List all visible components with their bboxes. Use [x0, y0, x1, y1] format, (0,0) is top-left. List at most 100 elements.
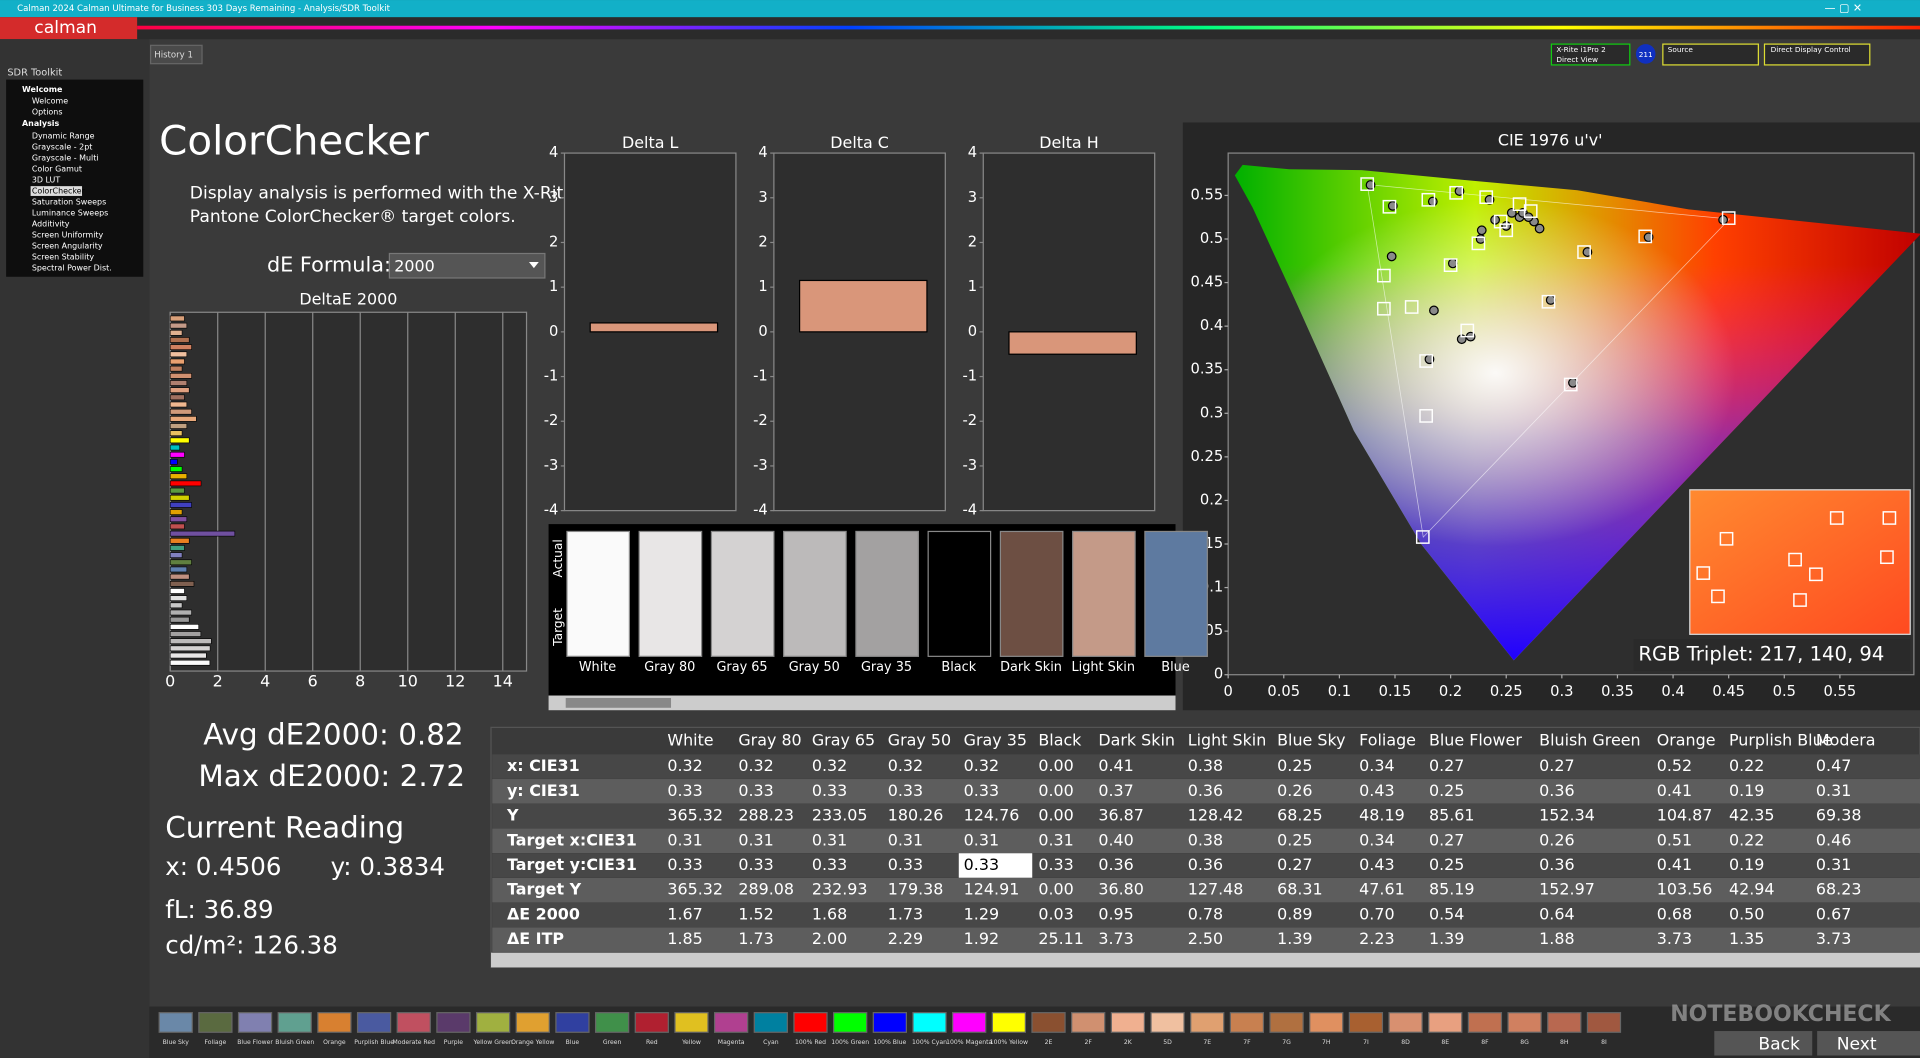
y-tick-label: -3	[544, 457, 559, 474]
tree-item[interactable]: Screen Angularity	[32, 242, 103, 251]
cell: 0.19	[1729, 855, 1764, 874]
strip-swatch[interactable]	[713, 1012, 749, 1033]
strip-swatch[interactable]	[634, 1012, 669, 1033]
column-header: Bluish Green	[1539, 730, 1640, 749]
strip-swatch[interactable]	[1348, 1012, 1384, 1033]
strip-swatch[interactable]	[674, 1012, 709, 1033]
tree-item[interactable]: Screen Stability	[32, 253, 95, 262]
bar	[169, 337, 190, 343]
tree-item[interactable]: Screen Uniformity	[32, 231, 104, 240]
x-tick-label: 0.4	[1661, 683, 1684, 700]
tree-item[interactable]: Additivity	[32, 220, 70, 229]
strip-swatch[interactable]	[1428, 1012, 1463, 1033]
strip-swatch[interactable]	[912, 1012, 947, 1033]
strip-swatch[interactable]	[1507, 1012, 1542, 1033]
strip-swatch[interactable]	[555, 1012, 590, 1033]
back-button[interactable]	[1714, 1031, 1813, 1056]
tree-item[interactable]: ColorChecker	[32, 187, 86, 196]
strip-swatch[interactable]	[1110, 1012, 1146, 1033]
logo-box[interactable]	[0, 17, 138, 40]
swatch	[855, 530, 919, 657]
swatch-label: Gray 80	[644, 660, 695, 675]
strip-swatch[interactable]	[317, 1012, 352, 1033]
strip-swatch[interactable]	[1309, 1012, 1344, 1033]
strip-swatch[interactable]	[356, 1012, 392, 1033]
tab[interactable]	[150, 44, 203, 65]
bar	[169, 430, 183, 437]
strip-swatch[interactable]	[753, 1012, 788, 1033]
scrollbar[interactable]	[548, 695, 1176, 711]
tree-item[interactable]: Grayscale - 2pt	[32, 142, 93, 151]
y-tick-label: -4	[962, 502, 977, 519]
formula-dropdown[interactable]	[388, 252, 546, 279]
cell: 232.93	[812, 880, 868, 899]
strip-swatch[interactable]	[793, 1012, 828, 1033]
strip-swatch[interactable]	[237, 1012, 273, 1033]
strip-label: 7H	[1322, 1039, 1330, 1046]
strip-swatch[interactable]	[1031, 1012, 1066, 1033]
strip-swatch[interactable]	[1269, 1012, 1304, 1033]
target-point	[1404, 300, 1419, 314]
row-label: Y	[506, 806, 519, 825]
tree-item[interactable]: 3D LUT	[32, 176, 61, 185]
next-button[interactable]	[1817, 1031, 1920, 1056]
measured-point	[1545, 295, 1556, 305]
strip-label: Yellow	[681, 1039, 701, 1046]
strip-swatch[interactable]	[475, 1012, 511, 1033]
strip-swatch[interactable]	[1229, 1012, 1265, 1033]
swatch-label: Gray 65	[716, 660, 767, 675]
badge[interactable]	[1635, 44, 1656, 64]
strip-swatch[interactable]	[952, 1012, 987, 1033]
tree-item[interactable]: Luminance Sweeps	[32, 209, 108, 218]
strip-label: 100% Cyan	[912, 1039, 947, 1046]
tree-item[interactable]: Dynamic Range	[32, 131, 95, 140]
swatch	[710, 530, 775, 657]
tree-item[interactable]: Welcome	[32, 96, 68, 105]
x-tick-label: 0.5	[1773, 683, 1796, 700]
strip-swatch[interactable]	[872, 1012, 907, 1033]
strip-swatch[interactable]	[1586, 1012, 1622, 1033]
strip-label: 7G	[1282, 1039, 1291, 1046]
x-tick-label: 0.15	[1379, 683, 1412, 700]
tree-item[interactable]: Analysis	[22, 119, 59, 128]
cell: 0.33	[964, 855, 999, 874]
window-controls[interactable]: — ▢ ✕	[1824, 2, 1862, 15]
tree-item[interactable]: Saturation Sweeps	[32, 198, 106, 207]
strip-swatch[interactable]	[1547, 1012, 1582, 1033]
y-tick-label: 3	[968, 189, 977, 206]
strip-swatch[interactable]	[991, 1012, 1027, 1033]
table-scrollbar[interactable]	[491, 952, 1920, 968]
tree-item[interactable]: Color Gamut	[32, 165, 82, 174]
row-label: Target x:CIE31	[507, 830, 637, 849]
x-tick-label: 10	[398, 672, 418, 691]
cell-selected[interactable]	[958, 853, 1033, 878]
scroll-thumb[interactable]	[565, 697, 672, 708]
bar	[169, 559, 192, 566]
strip-swatch[interactable]	[158, 1012, 193, 1033]
strip-swatch[interactable]	[1150, 1012, 1185, 1033]
tree-item[interactable]: Options	[32, 108, 63, 117]
cell: 0.31	[738, 830, 773, 849]
tree-item[interactable]: Spectral Power Dist.	[32, 264, 112, 273]
strip-swatch[interactable]	[198, 1012, 233, 1033]
strip-swatch[interactable]	[515, 1012, 550, 1033]
strip-swatch[interactable]	[594, 1012, 630, 1033]
strip-swatch[interactable]	[1467, 1012, 1503, 1033]
tree-item[interactable]: Welcome	[22, 85, 62, 94]
swatch-label: Black	[941, 660, 976, 675]
meter-box[interactable]	[1550, 43, 1631, 66]
strip-swatch[interactable]	[1071, 1012, 1106, 1033]
strip-swatch[interactable]	[1388, 1012, 1423, 1033]
display-box[interactable]	[1763, 43, 1871, 66]
y-tick-label: 1	[968, 278, 977, 295]
strip-swatch[interactable]	[396, 1012, 431, 1033]
strip-swatch[interactable]	[277, 1012, 312, 1033]
cell: 0.89	[1277, 904, 1312, 923]
tree-item[interactable]: Grayscale - Multi	[32, 153, 99, 162]
strip-swatch[interactable]	[1190, 1012, 1225, 1033]
strip-swatch[interactable]	[436, 1012, 471, 1033]
source-box[interactable]	[1662, 43, 1759, 66]
cell: 0.03	[1038, 904, 1073, 923]
bar	[169, 552, 183, 558]
strip-swatch[interactable]	[833, 1012, 868, 1033]
